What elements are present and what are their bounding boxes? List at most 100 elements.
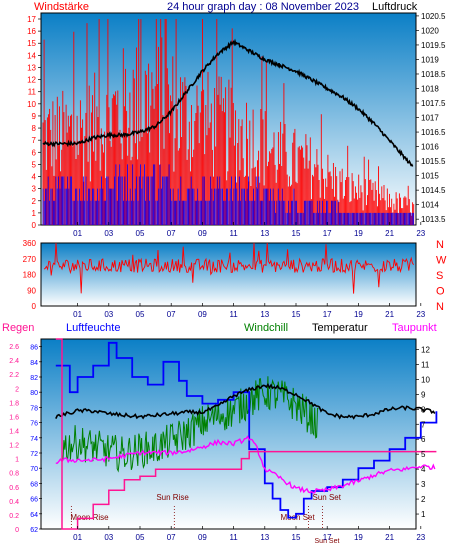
pressure-line <box>42 38 414 167</box>
x-tick-label: 13 <box>260 229 269 238</box>
sun-rise-label: Sun Rise <box>156 493 189 502</box>
temperature-tick-label: 12 <box>421 345 430 354</box>
x-tick-label: 23 <box>416 229 425 238</box>
rain-tick-label: 0.4 <box>9 499 19 506</box>
x-tick-label: 03 <box>104 310 113 319</box>
wind-tick-label: 6 <box>32 148 37 157</box>
temperature-tick-label: 11 <box>421 360 430 369</box>
compass-label: S <box>436 270 443 282</box>
humidity-tick-label: 82 <box>30 375 38 382</box>
pressure-tick-label: 1019 <box>421 55 439 64</box>
x-tick-label: 21 <box>385 533 394 542</box>
x-tick-label: 01 <box>73 533 82 542</box>
wind-tick-label: 2 <box>32 197 37 206</box>
x-tick-label: 17 <box>323 533 332 542</box>
x-tick-label: 07 <box>167 310 176 319</box>
rain-tick-label: 2.4 <box>9 358 19 365</box>
direction-tick-label: 90 <box>27 286 36 295</box>
temperature-tick-label: 5 <box>421 450 426 459</box>
compass-label: O <box>436 286 445 298</box>
x-tick-label: 07 <box>167 533 176 542</box>
x-tick-label: 23 <box>416 310 425 319</box>
temperature-tick-label: 7 <box>421 420 426 429</box>
rain-tick-label: 0.8 <box>9 471 19 478</box>
humidity-temperature-plot-area <box>40 338 417 530</box>
pressure-axis-title: Luftdruck <box>372 1 418 13</box>
wind-tick-label: 11 <box>28 88 37 97</box>
pressure-tick-label: 1016.5 <box>421 128 446 137</box>
x-tick-label: 01 <box>73 310 82 319</box>
humidity-tick-label: 80 <box>30 390 38 397</box>
x-tick-label: 15 <box>292 533 301 542</box>
rain-tick-label: 2.6 <box>9 344 19 351</box>
x-tick-label: 17 <box>323 229 332 238</box>
pressure-tick-label: 1014.5 <box>421 186 446 195</box>
direction-tick-label: 180 <box>23 271 37 280</box>
wind-tick-label: 1 <box>32 209 37 218</box>
sun-set-label: Sun Set <box>313 493 342 502</box>
temperature-tick-label: 8 <box>421 405 426 414</box>
x-tick-label: 15 <box>292 310 301 319</box>
rain-tick-label: 2.2 <box>9 372 19 379</box>
rain-tick-label: 2 <box>15 386 19 393</box>
wind-tick-label: 9 <box>32 112 37 121</box>
humidity-tick-label: 66 <box>30 497 38 504</box>
x-tick-label: 09 <box>198 310 207 319</box>
rain-tick-label: 0.6 <box>9 485 19 492</box>
wind-tick-label: 13 <box>27 63 36 72</box>
pressure-tick-label: 1018 <box>421 85 439 94</box>
wind-tick-label: 7 <box>32 136 37 145</box>
wind-direction-line <box>43 242 414 294</box>
wind-tick-label: 0 <box>32 221 37 230</box>
x-tick-label: 09 <box>198 533 207 542</box>
x-tick-label: 07 <box>167 229 176 238</box>
humidity-tick-label: 72 <box>30 451 38 458</box>
axes-group: 012345678910111213141516171013.510141014… <box>9 12 446 542</box>
temperature-tick-label: 2 <box>421 495 426 504</box>
rain-tick-label: 0 <box>15 527 19 534</box>
temperature-tick-label: 1 <box>421 510 426 519</box>
pressure-tick-label: 1013.5 <box>421 215 446 224</box>
humidity-tick-label: 64 <box>30 512 38 519</box>
pressure-tick-label: 1015.5 <box>421 157 446 166</box>
pressure-tick-label: 1020 <box>421 26 439 35</box>
humidity-tick-label: 62 <box>30 527 38 534</box>
compass-label: W <box>436 255 447 267</box>
rain-tick-label: 1.6 <box>9 414 19 421</box>
x-tick-label: 13 <box>260 310 269 319</box>
wind-tick-label: 10 <box>27 100 36 109</box>
x-tick-label: 11 <box>229 310 238 319</box>
humidity-temperature-lines-group: Moon Rise Sun Rise Moon Set Sun Set Sun Set <box>55 338 438 545</box>
x-tick-label: 03 <box>104 229 113 238</box>
pressure-tick-label: 1017.5 <box>421 99 446 108</box>
direction-tick-label: 360 <box>23 239 37 248</box>
wind-tick-label: 15 <box>27 39 36 48</box>
x-tick-label: 23 <box>416 533 425 542</box>
wind-tick-label: 3 <box>32 185 37 194</box>
rain-tick-label: 1.2 <box>9 443 19 450</box>
temperature-tick-label: 10 <box>421 375 430 384</box>
wind-direction-group <box>43 242 414 294</box>
pressure-tick-label: 1015 <box>421 172 439 181</box>
humidity-tick-label: 68 <box>30 481 38 488</box>
temperature-tick-label: 9 <box>421 390 426 399</box>
temperature-line <box>55 382 436 420</box>
pressure-tick-label: 1018.5 <box>421 70 446 79</box>
dewpoint-line <box>55 435 436 494</box>
compass-label: N <box>436 239 444 251</box>
rain-line <box>55 338 437 530</box>
direction-tick-label: 270 <box>23 255 37 264</box>
moon-rise-label: Moon Rise <box>70 513 109 522</box>
x-tick-label: 21 <box>385 310 394 319</box>
sun-set-axis-label: Sun Set <box>315 538 340 545</box>
x-tick-label: 05 <box>136 229 145 238</box>
legend-rain: Regen <box>2 322 34 334</box>
x-tick-label: 05 <box>136 533 145 542</box>
x-tick-label: 17 <box>323 310 332 319</box>
x-tick-label: 21 <box>385 229 394 238</box>
temperature-tick-label: 3 <box>421 480 426 489</box>
wind-tick-label: 5 <box>32 160 37 169</box>
legend-dewpoint: Taupunkt <box>392 322 437 334</box>
humidity-line <box>55 341 438 519</box>
